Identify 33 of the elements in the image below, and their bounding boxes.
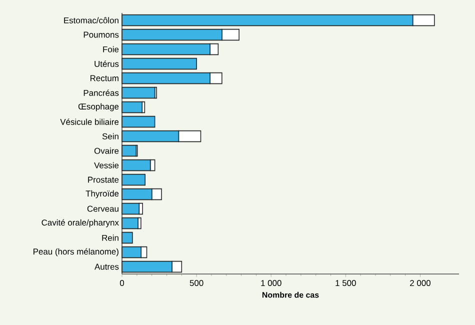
x-tick-label: 1 500 [336, 280, 356, 286]
y-tick-label: Ovaire [94, 148, 119, 154]
y-tick-label: Rectum [90, 75, 118, 82]
x-tick-label: 500 [190, 280, 204, 286]
y-tick-label: Pancréas [84, 90, 119, 96]
bar [122, 159, 151, 172]
bar [122, 116, 156, 128]
y-tick-label: Vésicule biliaire [60, 118, 119, 125]
bar [122, 217, 138, 230]
y-tick-label: Œsophage [78, 103, 119, 112]
x-tick-label: 1 000 [261, 280, 282, 286]
bar [122, 202, 140, 215]
y-tick-label: Foie [103, 46, 119, 52]
y-tick-label: Vessie [94, 162, 119, 168]
y-tick-label: Poumons [84, 32, 119, 38]
y-tick-label: Rein [102, 234, 118, 241]
y-tick-label: Autres [94, 264, 119, 270]
y-tick-label: Prostate [88, 176, 119, 183]
x-tick-label: 2 000 [410, 280, 430, 286]
y-tick-label: Estomac/côlon [64, 17, 118, 24]
bar [122, 174, 146, 186]
bar [122, 86, 156, 99]
bar [122, 144, 137, 157]
x-tick-label: 0 [120, 280, 124, 286]
y-tick-label: Cavité orale/pharynx [42, 219, 119, 228]
y-tick-label: Sein [102, 133, 118, 140]
bar [122, 58, 197, 70]
y-tick-label: Thyroïde [86, 190, 119, 198]
bar [122, 101, 143, 114]
y-tick-label: Peau (hors mélanome) [34, 248, 118, 256]
y-tick-label: Cerveau [87, 206, 118, 212]
y-tick-label: Utérus [94, 60, 119, 67]
bar [122, 232, 133, 244]
